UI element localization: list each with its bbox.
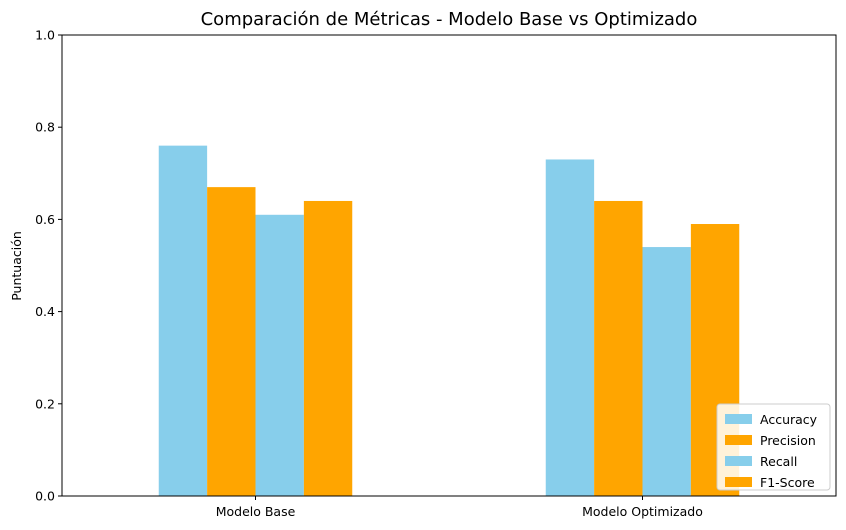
bar-recall-2 — [642, 247, 691, 496]
legend-swatch-recall — [725, 456, 752, 466]
legend-swatch-f1-score — [725, 477, 752, 487]
bar-f1-score-1 — [303, 200, 353, 496]
legend-label-f1-score: F1-Score — [760, 475, 815, 490]
legend-swatch-accuracy — [725, 414, 752, 424]
bar-precision-1 — [207, 187, 256, 496]
legend-label-precision: Precision — [760, 433, 816, 448]
y-tick-label: 0.8 — [35, 120, 55, 135]
legend-label-recall: Recall — [760, 454, 797, 469]
y-tick-label: 0.6 — [35, 212, 55, 227]
legend-swatch-precision — [725, 435, 752, 445]
y-tick-label: 0.0 — [35, 489, 55, 504]
bars-layer — [158, 145, 740, 497]
y-tick-label: 0.2 — [35, 396, 55, 411]
bar-precision-2 — [594, 200, 643, 496]
bar-recall-1 — [255, 214, 304, 497]
legend-label-accuracy: Accuracy — [760, 412, 818, 427]
x-tick-label: Modelo Optimizado — [582, 504, 703, 519]
x-tick-label: Modelo Base — [216, 504, 296, 519]
legend-box — [716, 403, 831, 491]
bar-accuracy-2 — [545, 159, 595, 496]
y-tick-label: 1.0 — [35, 28, 55, 43]
y-axis-label: Puntuación — [9, 231, 24, 301]
chart-title: Comparación de Métricas - Modelo Base vs… — [201, 9, 698, 30]
ticks-layer: 0.0 0.2 0.4 0.6 0.8 1.0 Modelo Base Modelo Opti… — [35, 28, 703, 520]
plot-frame — [61, 34, 837, 497]
bar-accuracy-1 — [158, 145, 208, 496]
y-tick-label: 0.4 — [35, 304, 55, 319]
legend: Accuracy Precision Recall F1-Score — [716, 403, 831, 491]
